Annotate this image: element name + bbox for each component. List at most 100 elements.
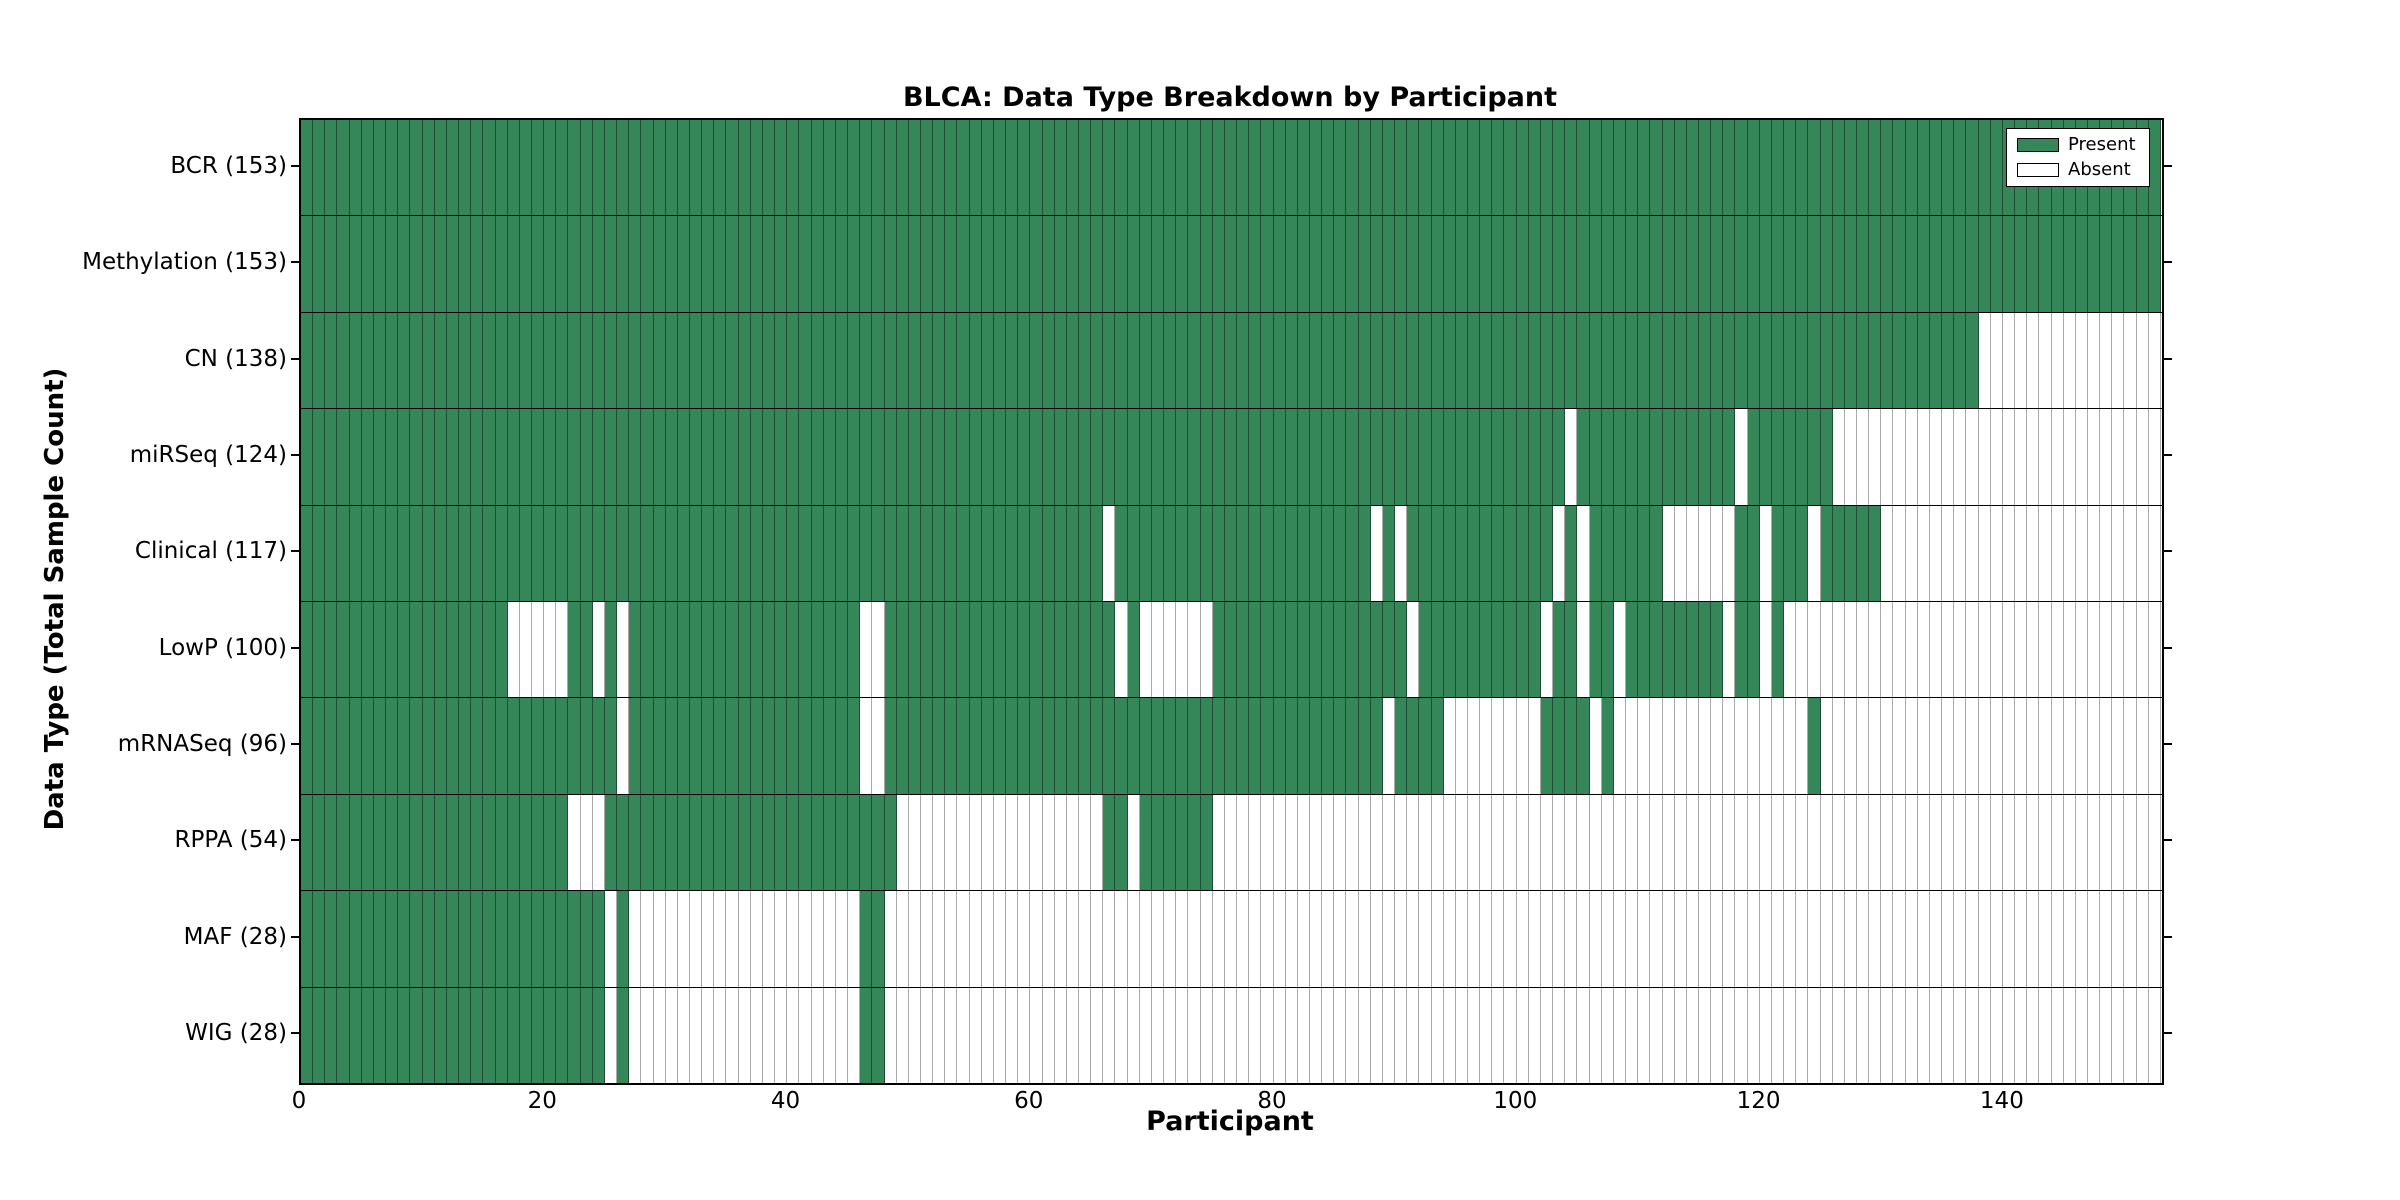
heatmap-cell [1407, 602, 1420, 698]
heatmap-cell [495, 698, 508, 794]
heatmap-cell [544, 216, 557, 312]
heatmap-cell [1480, 891, 1493, 987]
heatmap-cell [775, 216, 788, 312]
heatmap-cell [1492, 794, 1505, 891]
heatmap-cell [2075, 698, 2088, 794]
heatmap-cell [2087, 891, 2101, 987]
heatmap-cell [920, 698, 934, 794]
heatmap-cell [1492, 987, 1505, 1084]
heatmap-cell [896, 120, 909, 216]
heatmap-cell [1200, 312, 1213, 409]
heatmap-cell [1954, 216, 1967, 312]
heatmap-cell [1054, 891, 1067, 987]
heatmap-cell [592, 891, 605, 987]
heatmap-cell [969, 409, 982, 505]
heatmap-cell [1893, 505, 1906, 602]
heatmap-cell [920, 216, 934, 312]
heatmap-cell [738, 216, 751, 312]
heatmap-cell [1176, 987, 1189, 1084]
heatmap-cell [301, 312, 314, 409]
heatmap-cell [2148, 794, 2161, 891]
heatmap-cell [1808, 120, 1821, 216]
heatmap-cell [1309, 505, 1323, 602]
heatmap-cell [580, 698, 593, 794]
heatmap-cell [2148, 891, 2161, 987]
heatmap-cell [1589, 794, 1602, 891]
heatmap-cell [1151, 698, 1165, 794]
heatmap-cell [1273, 698, 1286, 794]
heatmap-cell [1079, 409, 1092, 505]
heatmap-cell [1917, 120, 1930, 216]
heatmap-cell [1395, 698, 1408, 794]
heatmap-cell [373, 120, 387, 216]
heatmap-cell [471, 216, 484, 312]
heatmap-cell [1528, 216, 1541, 312]
heatmap-cell [1796, 312, 1809, 409]
heatmap-cell [1589, 409, 1602, 505]
heatmap-cell [1273, 409, 1286, 505]
heatmap-cell [665, 602, 678, 698]
heatmap-cell [1346, 216, 1359, 312]
heatmap-cell [993, 409, 1007, 505]
heatmap-cell [325, 794, 338, 891]
heatmap-cell [386, 216, 399, 312]
heatmap-cell [1820, 312, 1833, 409]
heatmap-cell [2100, 505, 2113, 602]
heatmap-cell [1176, 891, 1189, 987]
heatmap-cell [2100, 987, 2113, 1084]
heatmap-cell [1370, 602, 1383, 698]
heatmap-cell [1613, 698, 1627, 794]
heatmap-cell [1516, 312, 1529, 409]
x-tick-label-0: 0 [291, 1088, 307, 1114]
heatmap-cell [1455, 794, 1468, 891]
heatmap-cell [811, 602, 824, 698]
heatmap-cell [908, 987, 921, 1084]
heatmap-cell [714, 216, 727, 312]
heatmap-cell [1528, 505, 1541, 602]
heatmap-cell [386, 698, 399, 794]
heatmap-cell [1079, 216, 1092, 312]
heatmap-cell [629, 602, 642, 698]
heatmap-row-mrnaseq [301, 697, 2162, 794]
heatmap-cell [1164, 120, 1177, 216]
heatmap-cell [1030, 987, 1043, 1084]
heatmap-cell [1480, 987, 1493, 1084]
heatmap-cell [1346, 698, 1359, 794]
heatmap-cell [677, 409, 690, 505]
y-tick-mark [2164, 839, 2172, 842]
heatmap-cell [1285, 505, 1298, 602]
heatmap-cell [1540, 891, 1554, 987]
heatmap-cell [1784, 216, 1797, 312]
heatmap-cell [1249, 216, 1262, 312]
heatmap-cell [459, 987, 472, 1084]
heatmap-cell [2124, 409, 2137, 505]
heatmap-cell [349, 987, 362, 1084]
heatmap-cell [556, 602, 569, 698]
heatmap-cell [1978, 216, 1991, 312]
heatmap-cell [446, 409, 460, 505]
heatmap-cell [896, 794, 909, 891]
heatmap-cell [1188, 698, 1201, 794]
heatmap-cell [1091, 312, 1104, 409]
heatmap-cell [1577, 505, 1590, 602]
heatmap-cell [471, 794, 484, 891]
y-tick-mark [291, 261, 299, 264]
heatmap-cell [1881, 987, 1894, 1084]
heatmap-cell [349, 698, 362, 794]
heatmap-cell [653, 505, 666, 602]
heatmap-cell [2087, 312, 2101, 409]
heatmap-cell [2002, 698, 2016, 794]
heatmap-cell [1018, 698, 1031, 794]
heatmap-cell [1492, 505, 1505, 602]
heatmap-cell [2039, 891, 2052, 987]
heatmap-cell [1407, 120, 1420, 216]
heatmap-cell [993, 602, 1007, 698]
heatmap-cell [604, 216, 618, 312]
heatmap-cell [1443, 312, 1456, 409]
heatmap-cell [1224, 120, 1238, 216]
heatmap-cell [544, 312, 557, 409]
heatmap-cell [1273, 794, 1286, 891]
heatmap-cell [1139, 216, 1152, 312]
heatmap-cell [1164, 698, 1177, 794]
heatmap-cell [313, 216, 326, 312]
